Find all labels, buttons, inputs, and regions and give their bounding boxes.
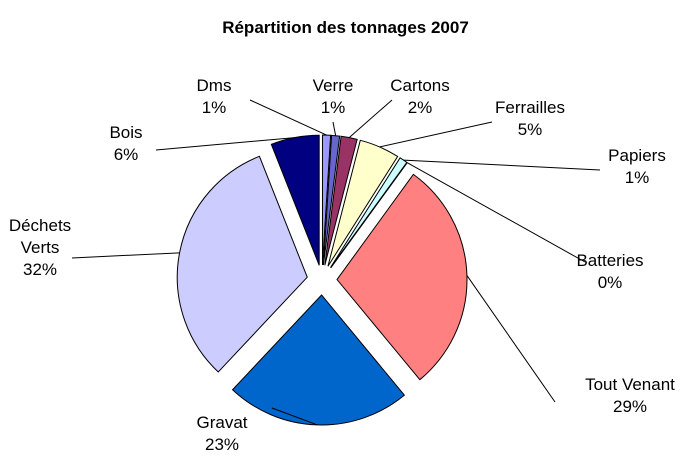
- category-label: Dms: [196, 76, 232, 95]
- data-label: Dms 1%: [174, 75, 254, 119]
- category-label: Ferrailles: [495, 98, 565, 117]
- data-label: Cartons 2%: [370, 75, 470, 119]
- leader-line: [379, 121, 493, 148]
- leader-line: [348, 99, 393, 138]
- category-label: Gravat: [196, 413, 248, 432]
- pie-slice: [231, 294, 406, 426]
- category-label: Batteries: [576, 251, 644, 270]
- leader-line: [71, 252, 180, 259]
- value-label: 1%: [320, 98, 346, 117]
- leader-line: [466, 275, 556, 403]
- leader-line: [271, 407, 318, 426]
- leader-line: [406, 162, 586, 263]
- data-label: Papiers 1%: [587, 145, 687, 189]
- pie-slice: [327, 139, 399, 267]
- value-label: 5%: [517, 120, 543, 139]
- value-label: 2%: [407, 98, 433, 117]
- category-label: Papiers: [608, 146, 666, 165]
- value-label: 29%: [612, 397, 648, 416]
- category-label: Tout Venant: [585, 375, 675, 394]
- leader-line: [155, 137, 295, 151]
- pie-slice: [324, 135, 358, 266]
- value-label: 1%: [201, 98, 227, 117]
- data-label: Déchets Verts 32%: [0, 215, 80, 281]
- leader-line: [249, 99, 327, 136]
- chart-title: Répartition des tonnages 2007: [222, 18, 469, 37]
- pie-slice: [322, 134, 341, 266]
- data-label: Gravat 23%: [172, 412, 272, 456]
- data-label: Verre 1%: [293, 75, 373, 119]
- pie-slice: [336, 173, 468, 381]
- value-label: 23%: [204, 435, 240, 454]
- category-label: Déchets Verts: [8, 216, 72, 257]
- category-label: Cartons: [390, 76, 450, 95]
- value-label: 1%: [624, 168, 650, 187]
- value-label: 32%: [22, 260, 58, 279]
- category-label: Verre: [312, 76, 354, 95]
- category-label: Bois: [109, 123, 143, 142]
- leader-line: [332, 121, 337, 136]
- data-label: Batteries 0%: [550, 250, 670, 294]
- data-label: Tout Venant 29%: [555, 374, 691, 418]
- value-label: 0%: [597, 273, 623, 292]
- data-label: Bois 6%: [86, 122, 166, 166]
- data-label: Ferrailles 5%: [470, 97, 590, 141]
- value-label: 6%: [113, 145, 139, 164]
- leader-line: [403, 159, 601, 171]
